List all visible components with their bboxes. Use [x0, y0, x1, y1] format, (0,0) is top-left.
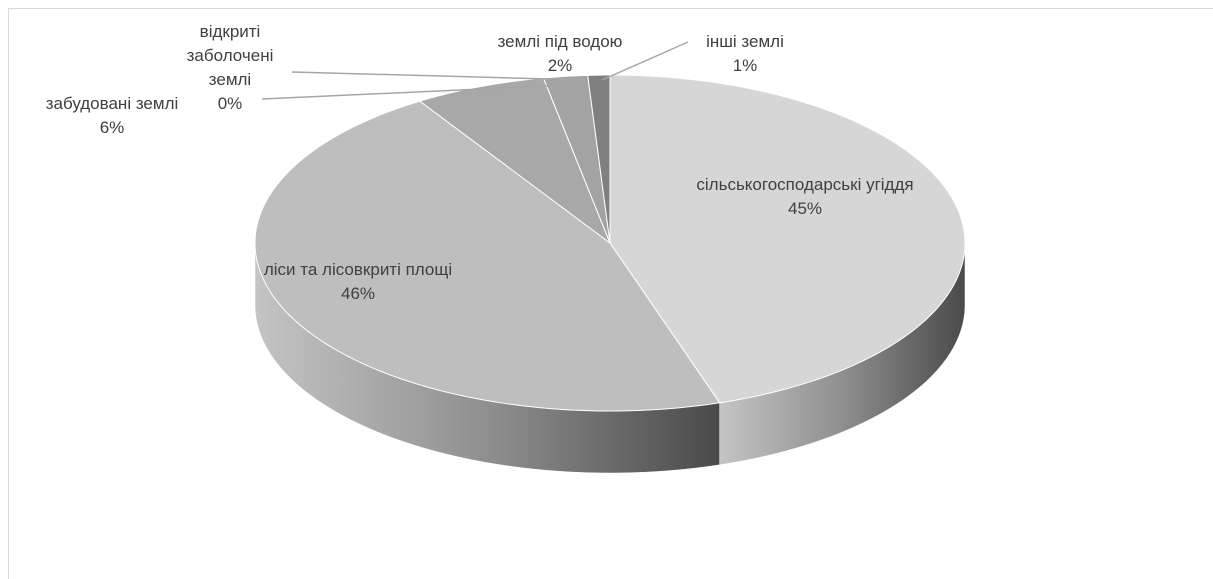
label-text: 45%	[787, 199, 823, 218]
label-text: землі під водою	[497, 32, 623, 51]
label-text: 2%	[547, 56, 573, 75]
pie-slice	[254, 100, 721, 412]
data-label: землі під водою 2%	[460, 30, 660, 78]
pie-slice	[542, 74, 611, 244]
label-text: забудовані землі	[45, 94, 179, 113]
label-text: інші землі	[706, 32, 784, 51]
pie-slice	[418, 77, 612, 245]
chart-frame	[8, 8, 1213, 579]
label-text: 1%	[732, 56, 758, 75]
data-label: ліси та лісовкриті площі 46%	[258, 258, 458, 306]
data-label: сільськогосподарські угіддя 45%	[680, 173, 930, 221]
label-text: 46%	[340, 284, 376, 303]
data-label: відкриті заболочені землі 0%	[175, 20, 285, 116]
label-text: 0%	[217, 94, 243, 113]
pie-slice	[609, 74, 966, 404]
leader-line	[291, 71, 587, 81]
leader-line	[601, 41, 689, 81]
label-text: 6%	[99, 118, 125, 137]
pie-slice	[587, 74, 611, 244]
label-text: ліси та лісовкриті площі	[263, 260, 453, 279]
label-text: відкриті заболочені землі	[186, 22, 274, 89]
leader-line	[261, 85, 549, 100]
label-text: сільськогосподарські угіддя	[696, 175, 914, 194]
data-label: забудовані землі 6%	[17, 92, 207, 140]
data-label: інші землі 1%	[680, 30, 810, 78]
